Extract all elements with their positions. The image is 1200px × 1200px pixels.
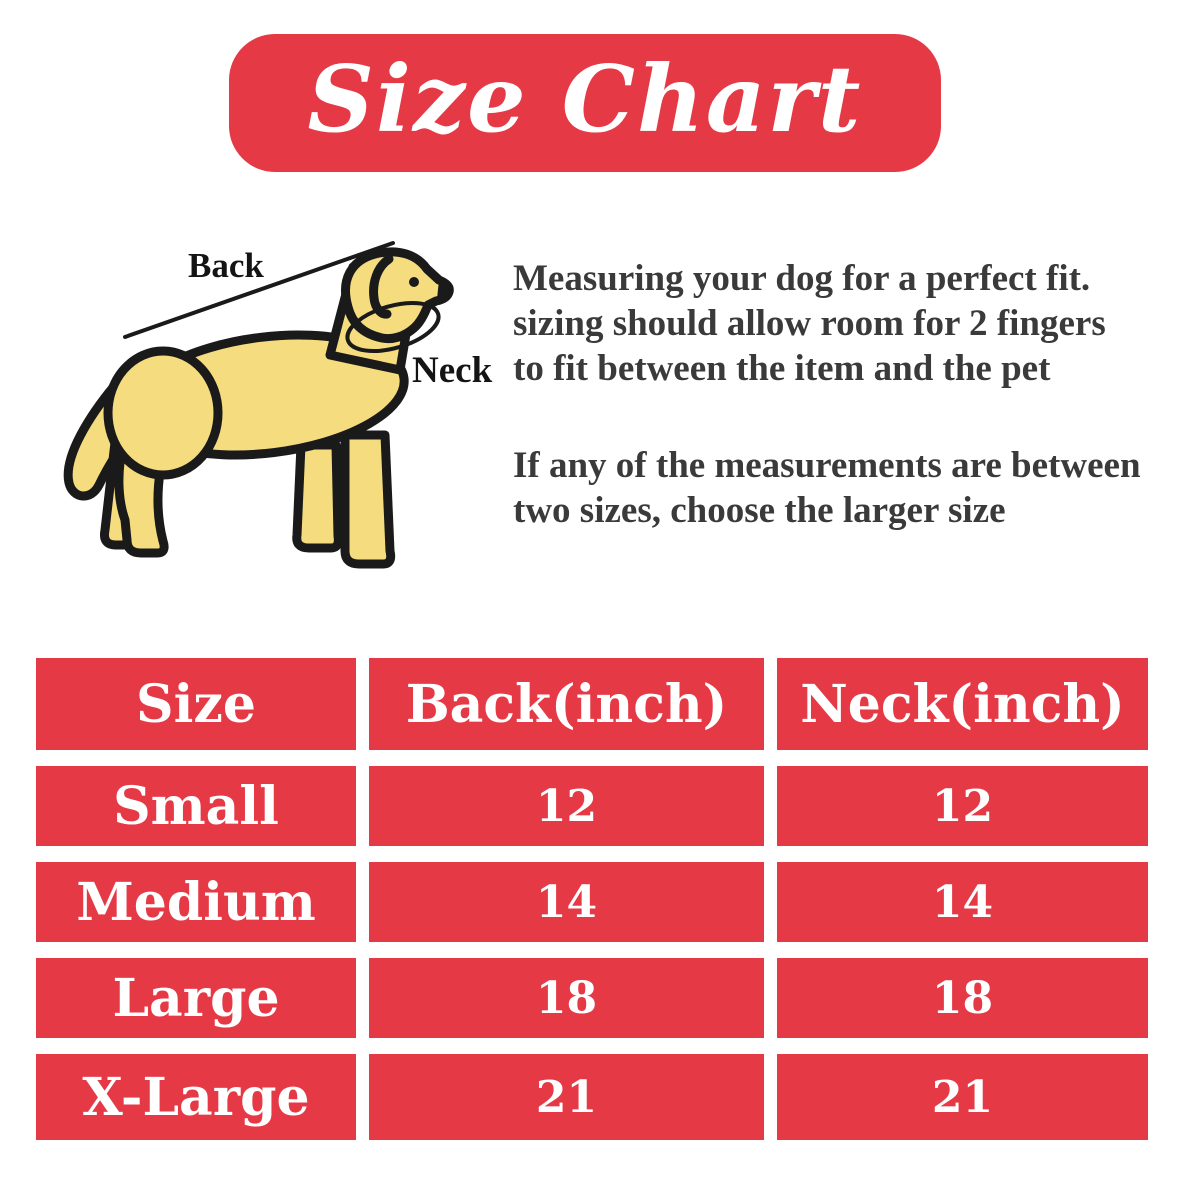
dog-ear — [369, 254, 394, 319]
dog-front-far-leg — [292, 440, 343, 553]
dog-nose — [437, 280, 450, 299]
table-cell-xlarge-back: 21 — [369, 1054, 764, 1140]
back-measure-line — [123, 241, 395, 339]
instruction-line: sizing should allow room for 2 fingers — [513, 303, 1106, 344]
table-header-back: Back(inch) — [369, 658, 764, 750]
table-header-neck: Neck(inch) — [777, 658, 1148, 750]
table-cell-large-back: 18 — [369, 958, 764, 1038]
between-sizes-note: If any of the measurements are between t… — [513, 443, 1141, 533]
table-cell-medium-neck: 14 — [777, 862, 1148, 942]
page-title: Size Chart — [307, 45, 863, 153]
size-table: Size Back(inch) Neck(inch) Small 12 12 M… — [36, 658, 1148, 1140]
table-cell-small-back: 12 — [369, 766, 764, 846]
instruction-line: If any of the measurements are between — [513, 445, 1141, 486]
table-cell-xlarge-neck: 21 — [777, 1054, 1148, 1140]
table-cell-medium-size: Medium — [36, 862, 356, 942]
back-label: Back — [188, 246, 264, 285]
table-cell-large-neck: 18 — [777, 958, 1148, 1038]
table-cell-small-size: Small — [36, 766, 356, 846]
instruction-line: two sizes, choose the larger size — [513, 490, 1006, 531]
dog-illustration — [63, 241, 454, 569]
table-header-size: Size — [36, 658, 356, 750]
table-cell-small-neck: 12 — [777, 766, 1148, 846]
instruction-line: Measuring your dog for a perfect fit. — [513, 258, 1091, 299]
table-cell-xlarge-size: X-Large — [36, 1054, 356, 1140]
size-chart-banner: Size Chart — [229, 34, 941, 172]
neck-measure-line — [345, 301, 441, 353]
dog-eye — [409, 277, 419, 287]
dog-head — [341, 247, 454, 344]
neck-label: Neck — [412, 350, 493, 391]
table-cell-large-size: Large — [36, 958, 356, 1038]
dog-haunch — [103, 346, 223, 480]
instruction-line: to fit between the item and the pet — [513, 348, 1051, 389]
table-cell-medium-back: 14 — [369, 862, 764, 942]
measuring-instructions: Measuring your dog for a perfect fit. si… — [513, 256, 1106, 391]
dog-front-near-leg — [340, 430, 396, 569]
